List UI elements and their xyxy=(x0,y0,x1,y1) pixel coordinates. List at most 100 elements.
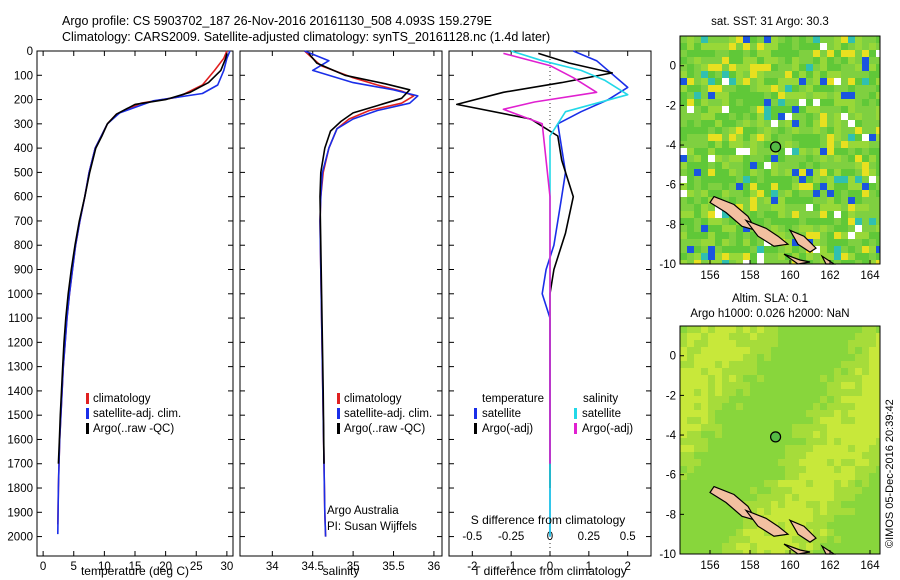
land-island xyxy=(783,253,811,265)
map-cell xyxy=(764,333,771,340)
map-cell xyxy=(729,515,736,522)
map-cell xyxy=(785,459,792,466)
map-cell xyxy=(694,197,701,204)
map-cell xyxy=(813,183,820,190)
map-cell xyxy=(736,333,743,340)
map-cell xyxy=(771,333,778,340)
map-cell xyxy=(764,536,771,543)
map-cell xyxy=(771,211,778,218)
map-cell xyxy=(813,218,820,225)
map-cell xyxy=(694,225,701,232)
map-cell xyxy=(701,459,708,466)
map-cell xyxy=(687,92,694,99)
map-cell xyxy=(827,389,834,396)
map-cell xyxy=(722,515,729,522)
map-cell xyxy=(729,361,736,368)
map-cell xyxy=(778,494,785,501)
map-cell xyxy=(694,375,701,382)
map-cell xyxy=(708,389,715,396)
map-cell xyxy=(806,225,813,232)
map-cell xyxy=(729,64,736,71)
map-cell xyxy=(799,127,806,134)
map-cell xyxy=(820,333,827,340)
x-tick-label: 15 xyxy=(129,561,142,573)
map-cell xyxy=(729,480,736,487)
map-cell xyxy=(729,78,736,85)
map-cell xyxy=(792,239,799,246)
map-cell xyxy=(757,36,764,43)
map-cell xyxy=(820,473,827,480)
map-cell xyxy=(715,253,722,260)
map-cell xyxy=(855,473,862,480)
map-cell xyxy=(701,57,708,64)
map-cell xyxy=(862,253,869,260)
map-cell xyxy=(715,71,722,78)
map-cell xyxy=(841,190,848,197)
map-cell xyxy=(799,536,806,543)
map-cell xyxy=(729,333,736,340)
map-cell xyxy=(694,239,701,246)
map-cell xyxy=(750,239,757,246)
map-cell xyxy=(869,246,876,253)
map-cell xyxy=(834,127,841,134)
map-cell xyxy=(722,50,729,57)
map-cell xyxy=(841,459,848,466)
map-cell xyxy=(813,396,820,403)
map-cell xyxy=(764,78,771,85)
map-cell xyxy=(694,543,701,550)
map-cell xyxy=(771,403,778,410)
map-cell xyxy=(764,120,771,127)
map-cell xyxy=(785,92,792,99)
map-cell xyxy=(785,218,792,225)
map-cell xyxy=(687,141,694,148)
difference-panel: -2 -1 0 1 2-0.5 -0.25 0 0.25 0.5 xyxy=(449,50,651,573)
map-cell xyxy=(841,64,848,71)
map-cell xyxy=(855,424,862,431)
map-cell xyxy=(876,494,880,501)
map-cell xyxy=(876,361,880,368)
map-cell xyxy=(736,162,743,169)
map-cell xyxy=(715,326,722,333)
map-cell xyxy=(771,361,778,368)
map-cell xyxy=(750,190,757,197)
map-cell xyxy=(764,550,771,554)
map-cell xyxy=(722,183,729,190)
map-cell xyxy=(680,438,687,445)
map-cell xyxy=(736,71,743,78)
map-cell xyxy=(680,445,687,452)
map-cell xyxy=(785,466,792,473)
map-cell xyxy=(736,431,743,438)
x-tick-label: -1 xyxy=(506,561,516,573)
map-cell xyxy=(715,522,722,529)
map-cell xyxy=(848,239,855,246)
top-tick-label: 0.5 xyxy=(620,531,636,543)
map-cell xyxy=(680,225,687,232)
map-cell xyxy=(729,162,736,169)
map-cell xyxy=(750,403,757,410)
map-cell xyxy=(715,78,722,85)
map-cell xyxy=(855,410,862,417)
map-cell xyxy=(701,148,708,155)
map-cell xyxy=(743,190,750,197)
map-cell xyxy=(743,452,750,459)
map-cell xyxy=(757,375,764,382)
map-cell xyxy=(827,162,834,169)
map-cell xyxy=(736,347,743,354)
map-cell xyxy=(736,113,743,120)
map-cell xyxy=(680,106,687,113)
map-cell xyxy=(820,389,827,396)
map-cell xyxy=(834,438,841,445)
map-cell xyxy=(841,92,848,99)
map-cell xyxy=(715,480,722,487)
map-cell xyxy=(722,162,729,169)
map-cell xyxy=(792,57,799,64)
map-cell xyxy=(701,473,708,480)
map-cell xyxy=(708,550,715,554)
map-cell xyxy=(722,403,729,410)
map-cell xyxy=(820,494,827,501)
map-cell xyxy=(827,487,834,494)
map-cell xyxy=(694,417,701,424)
map-cell xyxy=(841,543,848,550)
y-tick-label: 1400 xyxy=(7,386,33,398)
map-cell xyxy=(820,148,827,155)
